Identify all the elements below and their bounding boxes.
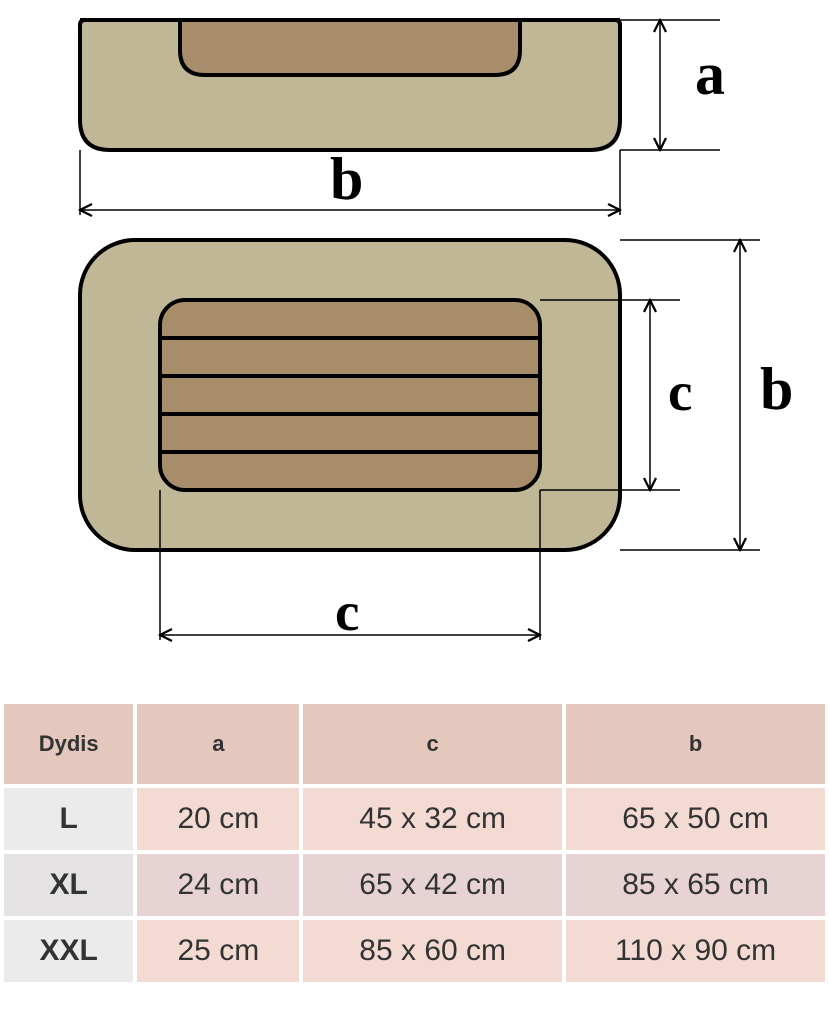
table-body: L 20 cm 45 x 32 cm 65 x 50 cm XL 24 cm 6… xyxy=(4,788,825,982)
size-table: Dydis a c b L 20 cm 45 x 32 cm 65 x 50 c… xyxy=(0,700,829,986)
cell-a: 24 cm xyxy=(137,854,299,916)
label-c-h: c xyxy=(335,580,359,643)
diagram-area: a b c b c xyxy=(0,0,829,700)
table-row: L 20 cm 45 x 32 cm 65 x 50 cm xyxy=(4,788,825,850)
cell-b: 65 x 50 cm xyxy=(566,788,825,850)
top-view xyxy=(80,240,760,640)
th-c: c xyxy=(303,704,562,784)
label-b-2: b xyxy=(760,355,793,424)
table-header-row: Dydis a c b xyxy=(4,704,825,784)
cell-size: L xyxy=(4,788,133,850)
th-size: Dydis xyxy=(4,704,133,784)
top-inner xyxy=(160,300,540,490)
th-a: a xyxy=(137,704,299,784)
size-table-area: Dydis a c b L 20 cm 45 x 32 cm 65 x 50 c… xyxy=(0,700,829,986)
side-inner xyxy=(180,20,520,75)
cell-size: XL xyxy=(4,854,133,916)
table-row: XXL 25 cm 85 x 60 cm 110 x 90 cm xyxy=(4,920,825,982)
cell-b: 85 x 65 cm xyxy=(566,854,825,916)
cell-c: 45 x 32 cm xyxy=(303,788,562,850)
cell-b: 110 x 90 cm xyxy=(566,920,825,982)
table-row: XL 24 cm 65 x 42 cm 85 x 65 cm xyxy=(4,854,825,916)
label-c-v: c xyxy=(668,360,692,423)
cell-size: XXL xyxy=(4,920,133,982)
cell-c: 85 x 60 cm xyxy=(303,920,562,982)
side-view xyxy=(80,20,720,215)
th-b: b xyxy=(566,704,825,784)
cell-a: 20 cm xyxy=(137,788,299,850)
label-a: a xyxy=(695,40,725,109)
label-b-1: b xyxy=(330,145,363,214)
cell-a: 25 cm xyxy=(137,920,299,982)
cell-c: 65 x 42 cm xyxy=(303,854,562,916)
